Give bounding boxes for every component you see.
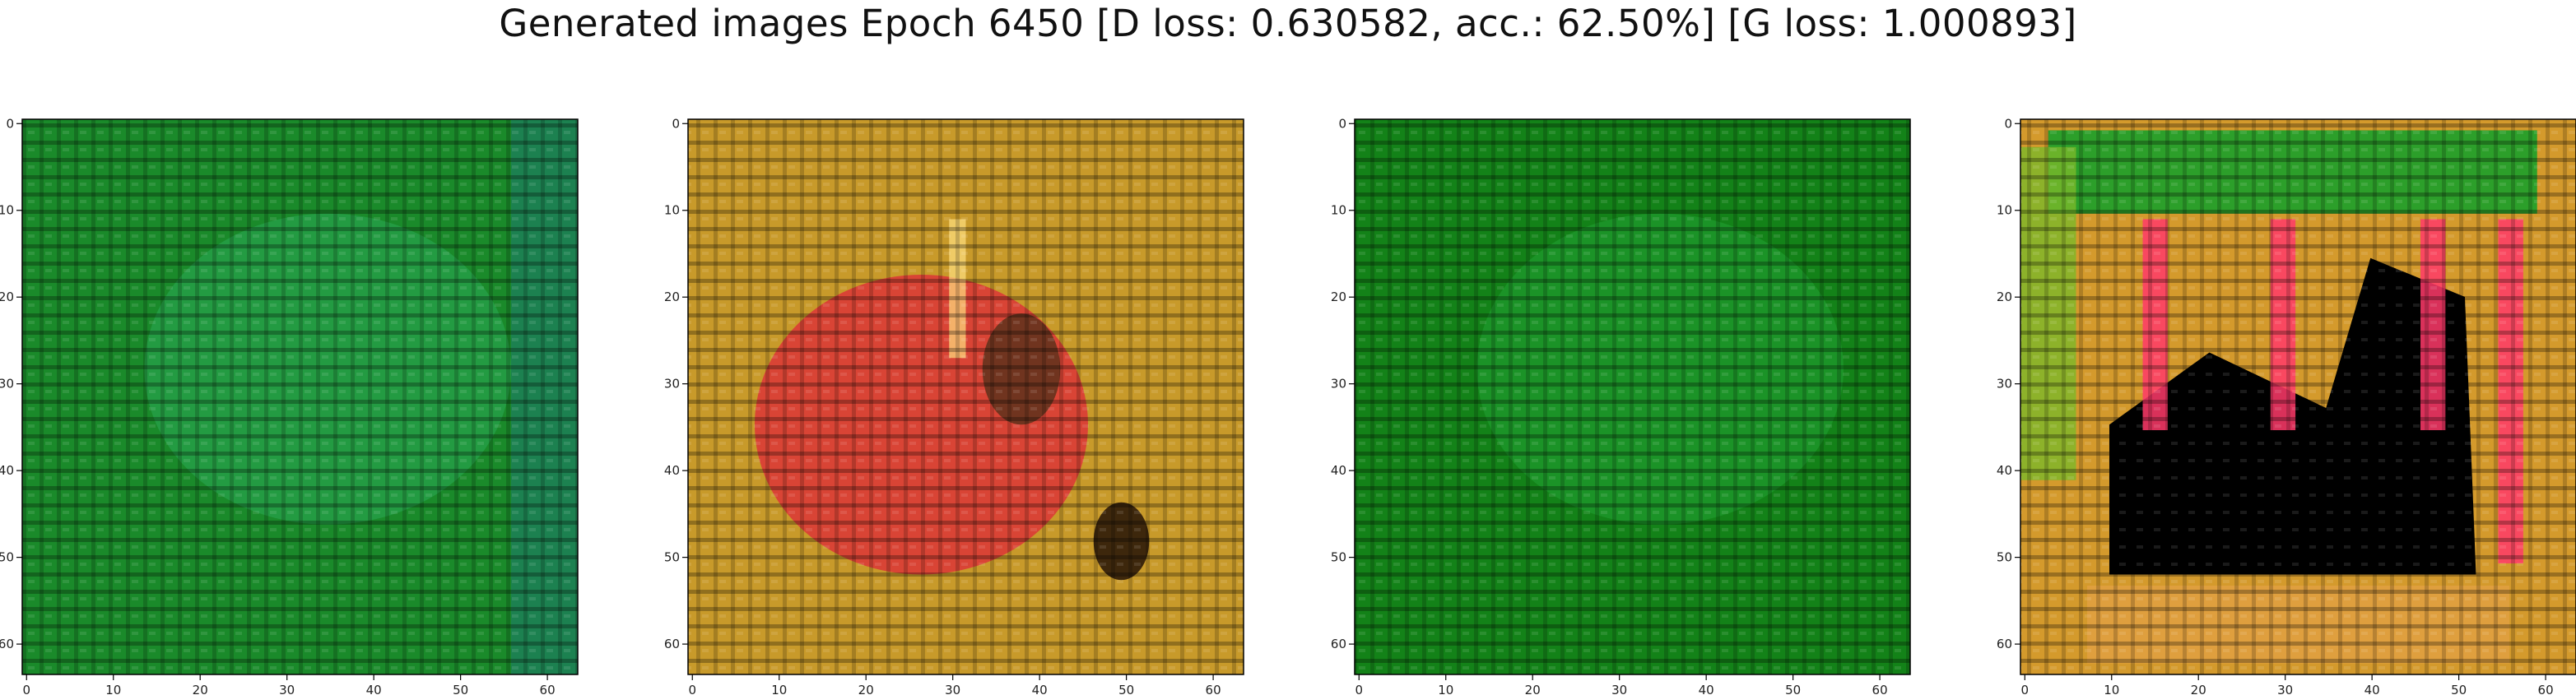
x-tick-label: 40: [1699, 683, 1714, 695]
y-tick-label: 60: [1997, 637, 2012, 651]
x-tick-label: 40: [1032, 683, 1048, 695]
axes-frame: [21, 118, 579, 675]
x-tick-label: 10: [771, 683, 787, 695]
y-tick-label: 0: [672, 116, 680, 131]
y-tick-label: 50: [0, 550, 14, 565]
image-texture: [2020, 119, 2576, 674]
image-texture: [22, 119, 578, 674]
axes-frame: [2020, 118, 2576, 675]
x-tick-label: 20: [2191, 683, 2206, 695]
image-texture: [1355, 119, 1910, 674]
x-tick-label: 0: [1355, 683, 1364, 695]
image-panel-4: 0 10 20 30 40 50 60 0 10 20 30 40 50 60: [1997, 116, 2576, 695]
y-tick-label: 60: [1331, 637, 1346, 651]
y-tick-label: 40: [1997, 463, 2012, 478]
x-tick-label: 60: [1206, 683, 1221, 695]
x-tick-label: 20: [1525, 683, 1541, 695]
y-tick-label: 30: [1997, 377, 2012, 392]
y-tick-label: 10: [1331, 203, 1346, 218]
x-tick-label: 0: [23, 683, 31, 695]
x-tick-label: 30: [279, 683, 295, 695]
x-tick-label: 50: [1118, 683, 1134, 695]
x-tick-label: 30: [2277, 683, 2293, 695]
x-tick-label: 20: [858, 683, 874, 695]
x-tick-label: 40: [366, 683, 382, 695]
x-tick-label: 30: [1611, 683, 1627, 695]
x-tick-label: 40: [2364, 683, 2380, 695]
image-panel-1: 0 10 20 30 40 50 60 0 10 20 30 40 50 60: [0, 116, 579, 695]
y-tick-label: 10: [664, 203, 680, 218]
x-tick-label: 10: [105, 683, 121, 695]
y-tick-label: 0: [2004, 116, 2012, 131]
x-tick-label: 60: [540, 683, 556, 695]
y-tick-label: 40: [1331, 463, 1346, 478]
y-tick-label: 0: [1338, 116, 1346, 131]
y-tick-label: 30: [664, 377, 680, 392]
x-tick-label: 50: [453, 683, 468, 695]
y-tick-label: 20: [0, 290, 14, 304]
y-tick-label: 20: [664, 290, 680, 304]
y-tick-label: 30: [1331, 377, 1346, 392]
x-tick-label: 10: [1438, 683, 1453, 695]
x-tick-label: 50: [1785, 683, 1801, 695]
y-tick-label: 50: [1997, 550, 2012, 565]
axes-frame: [687, 118, 1244, 675]
axes-frame: [1354, 118, 1911, 675]
y-tick-label: 50: [1331, 550, 1346, 565]
x-tick-label: 0: [689, 683, 697, 695]
y-tick-label: 0: [6, 116, 14, 131]
x-tick-label: 60: [2538, 683, 2554, 695]
y-tick-label: 60: [0, 637, 14, 651]
y-tick-label: 40: [0, 463, 14, 478]
y-tick-label: 40: [664, 463, 680, 478]
y-tick-label: 50: [664, 550, 680, 565]
y-tick-label: 60: [664, 637, 680, 651]
x-tick-label: 10: [2104, 683, 2119, 695]
image-texture: [688, 119, 1244, 674]
x-tick-label: 60: [1872, 683, 1888, 695]
y-tick-label: 20: [1997, 290, 2012, 304]
image-panel-3: 0 10 20 30 40 50 60 0 10 20 30 40 50 60: [1331, 116, 1911, 695]
x-tick-label: 50: [2451, 683, 2467, 695]
y-tick-label: 20: [1331, 290, 1346, 304]
y-tick-label: 30: [0, 377, 14, 392]
y-tick-label: 10: [0, 203, 14, 218]
y-tick-label: 10: [1997, 203, 2012, 218]
x-tick-label: 0: [2021, 683, 2030, 695]
figure-title: Generated images Epoch 6450 [D loss: 0.6…: [499, 2, 2077, 45]
x-tick-label: 30: [945, 683, 960, 695]
image-panel-2: 0 10 20 30 40 50 60 0 10 20 30 40 50 60: [664, 116, 1244, 695]
x-tick-label: 20: [193, 683, 208, 695]
